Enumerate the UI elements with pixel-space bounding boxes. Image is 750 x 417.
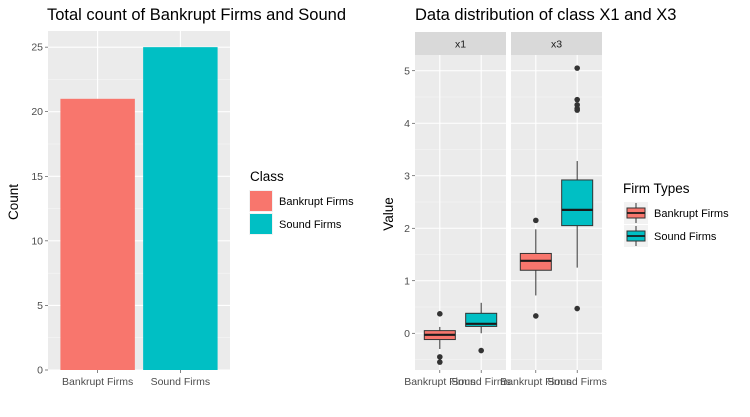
- bar: [143, 47, 218, 371]
- bar-chart-bars: [60, 47, 218, 371]
- box-legend-label-0: Bankrupt Firms: [654, 208, 729, 220]
- bar-chart-title: Total count of Bankrupt Firms and Sound: [47, 6, 346, 24]
- facet-strip-label-x1: x1: [455, 39, 466, 51]
- bar-y-tick-label: 10: [31, 235, 43, 247]
- bar-x-tick-label: Sound Firms: [151, 376, 211, 388]
- bar-legend-title: Class: [250, 169, 284, 184]
- bar-y-tick-label: 25: [31, 42, 43, 54]
- bar-legend-label-0: Bankrupt Firms: [279, 196, 354, 208]
- bar: [60, 98, 135, 371]
- bar-chart-y-axis-title: Count: [6, 184, 21, 220]
- facet-strip-x3: [511, 32, 602, 55]
- box-chart-title: Data distribution of class X1 and X3: [415, 6, 676, 24]
- box-chart-y-axis-title: Value: [381, 197, 396, 231]
- box-outlier: [574, 96, 580, 103]
- box-outlier: [437, 311, 443, 317]
- bar-y-tick-label: 5: [37, 300, 43, 312]
- box-y-tick-label: 2: [404, 223, 410, 235]
- box-chart-boxes: [423, 65, 594, 365]
- bar-legend-key-1: [250, 214, 272, 234]
- bar-chart-x-ticks: Bankrupt Firms Sound Firms: [62, 370, 210, 388]
- box-x-tick-label: Sound Firms: [547, 376, 607, 388]
- box-legend-keys: [624, 202, 648, 247]
- box-legend-title: Firm Types: [623, 181, 690, 196]
- box-x-tick-label: Sound Firms: [451, 376, 511, 388]
- box-y-tick-label: 0: [404, 328, 410, 340]
- box-x-tick-label: Bankrupt Firms: [500, 376, 571, 388]
- box-outlier: [574, 65, 580, 71]
- bar-y-tick-label: 20: [31, 106, 43, 118]
- box-outlier: [437, 359, 443, 365]
- box-outlier: [574, 305, 580, 312]
- box-y-tick-label: 1: [404, 275, 410, 287]
- box-chart: Data distribution of class X1 and X3 Val…: [381, 6, 729, 388]
- box: [561, 179, 594, 227]
- box-y-tick-label: 4: [404, 118, 410, 130]
- bar-chart: Total count of Bankrupt Firms and Sound …: [6, 6, 354, 388]
- box-outlier: [437, 354, 443, 360]
- box-outlier: [478, 347, 484, 354]
- bar-y-tick-label: 15: [31, 171, 43, 183]
- box-x-tick-label: Bankrupt Firms: [404, 376, 475, 388]
- box-legend-label-1: Sound Firms: [654, 231, 717, 243]
- box-chart-y-ticks: 0 1 2 3 4 5: [404, 65, 415, 340]
- box-chart-legend: Firm Types Bankrupt Firms Sound Firms: [623, 181, 729, 247]
- box-outlier: [533, 217, 539, 224]
- box-outlier: [574, 107, 580, 113]
- bar-y-tick-label: 0: [37, 365, 43, 377]
- box-outlier: [533, 313, 539, 319]
- box-y-tick-label: 5: [404, 65, 410, 77]
- bar-legend-label-1: Sound Firms: [279, 219, 342, 231]
- facet-strip-label-x3: x3: [551, 39, 562, 51]
- bar-x-tick-label: Bankrupt Firms: [62, 376, 133, 388]
- box-y-tick-label: 3: [404, 170, 410, 182]
- bar-legend-key-0: [250, 191, 272, 211]
- bar-chart-legend: Class Bankrupt Firms Sound Firms: [249, 169, 354, 235]
- bar-chart-y-ticks: 0 5 10 15 20 25: [31, 42, 48, 377]
- facet-strip-x1: [415, 32, 506, 55]
